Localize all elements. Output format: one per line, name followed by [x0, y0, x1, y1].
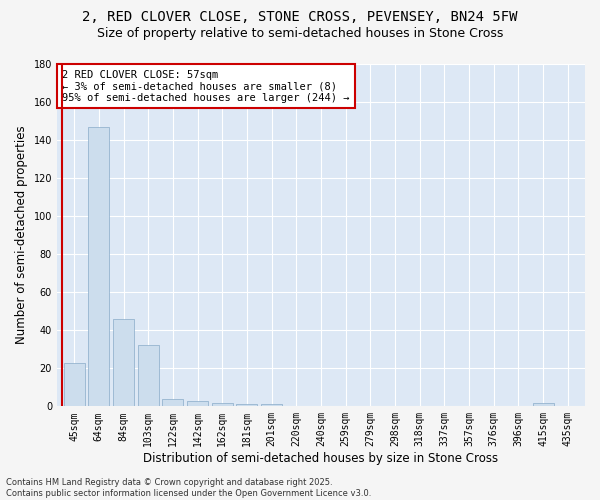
- Bar: [261, 404, 282, 406]
- Bar: [64, 362, 85, 406]
- Bar: [88, 127, 109, 406]
- Y-axis label: Number of semi-detached properties: Number of semi-detached properties: [15, 126, 28, 344]
- X-axis label: Distribution of semi-detached houses by size in Stone Cross: Distribution of semi-detached houses by …: [143, 452, 499, 465]
- Bar: [138, 346, 159, 406]
- Bar: [212, 402, 233, 406]
- Text: 2 RED CLOVER CLOSE: 57sqm
← 3% of semi-detached houses are smaller (8)
95% of se: 2 RED CLOVER CLOSE: 57sqm ← 3% of semi-d…: [62, 70, 350, 103]
- Text: Size of property relative to semi-detached houses in Stone Cross: Size of property relative to semi-detach…: [97, 28, 503, 40]
- Bar: [533, 402, 554, 406]
- Text: 2, RED CLOVER CLOSE, STONE CROSS, PEVENSEY, BN24 5FW: 2, RED CLOVER CLOSE, STONE CROSS, PEVENS…: [82, 10, 518, 24]
- Bar: [187, 400, 208, 406]
- Text: Contains HM Land Registry data © Crown copyright and database right 2025.
Contai: Contains HM Land Registry data © Crown c…: [6, 478, 371, 498]
- Bar: [163, 398, 184, 406]
- Bar: [236, 404, 257, 406]
- Bar: [113, 319, 134, 406]
